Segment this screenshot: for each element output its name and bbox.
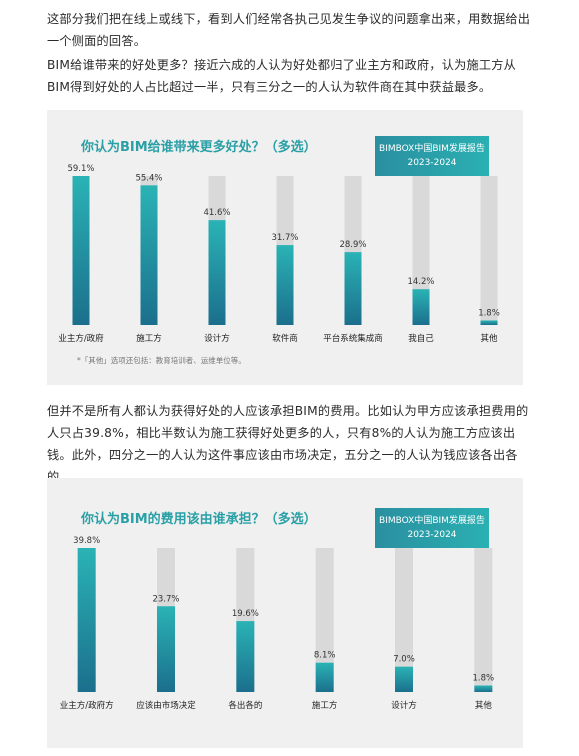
report-badge-years: 2023-2024 [407, 158, 457, 168]
chart-title: 你认为BIM的费用该由谁承担？（多选） [81, 512, 317, 527]
bar [474, 685, 493, 692]
cost-paragraph: 但并不是所有人都认为获得好处的人应该承担BIM的费用。比如认为甲方应该承担费用的… [47, 404, 529, 484]
bar-value-label: 55.4% [135, 173, 162, 183]
report-badge-name: BIMBOX中国BIM发展报告 [379, 144, 485, 154]
bar-value-label: 59.1% [67, 164, 94, 174]
bar-value-label: 41.6% [203, 208, 230, 218]
category-label: 我自己 [408, 333, 434, 344]
bar [157, 606, 175, 692]
bar-track [395, 548, 413, 692]
category-label: 其他 [480, 333, 498, 344]
bar [395, 666, 413, 692]
chart-title: 你认为BIM给谁带来更多好处？（多选） [81, 140, 317, 155]
category-label: 设计方 [204, 333, 230, 344]
cost-bar-chart: 39.8% 业主方/政府方 23.7% 应该由市场决定 19.6% 各出各的 8.1% 施工方… [60, 536, 495, 711]
report-badge: BIMBOX中国BIM发展报告 2023-2024 [375, 136, 489, 176]
bar-track [412, 176, 430, 325]
bar-track [480, 176, 498, 325]
bar-value-label: 14.2% [407, 277, 434, 287]
bar-value-label: 1.8% [478, 308, 500, 318]
bar-track [315, 548, 334, 692]
chart-footnote: *「其他」选项还包括：教育培训者、运维单位等。 [77, 356, 246, 365]
bar [276, 245, 294, 325]
bar-value-label: 8.1% [314, 651, 336, 661]
category-label: 应该由市场决定 [136, 700, 196, 711]
bar-value-label: 28.9% [339, 240, 366, 250]
category-label: 施工方 [312, 700, 338, 711]
bar [72, 176, 90, 325]
bar-value-label: 7.0% [393, 655, 415, 665]
chart-card-cost: 你认为BIM的费用该由谁承担？（多选） BIMBOX中国BIM发展报告 2023… [47, 478, 523, 748]
category-label: 软件商 [272, 333, 298, 344]
bar [208, 220, 226, 325]
category-label: 其他 [475, 700, 493, 711]
category-label: 施工方 [136, 333, 162, 344]
bar [77, 548, 96, 692]
report-badge-name: BIMBOX中国BIM发展报告 [379, 516, 485, 526]
category-label: 平台系统集成商 [323, 333, 383, 344]
bar-value-label: 1.8% [473, 673, 495, 683]
report-badge-years: 2023-2024 [407, 530, 457, 540]
bar [140, 185, 158, 325]
category-label: 设计方 [391, 700, 417, 711]
bar-value-label: 23.7% [152, 594, 179, 604]
category-label: 各出各的 [228, 700, 262, 711]
benefit-bar-chart: 59.1% 业主方/政府 55.4% 施工方 41.6% 设计方 31.7% 软件商 28.9%… [58, 164, 500, 344]
bar [315, 662, 334, 692]
intro-paragraph: 这部分我们把在线上或线下，看到人们经常各执己见发生争议的问题拿出来，用数据给出一… [47, 12, 531, 48]
report-badge: BIMBOX中国BIM发展报告 2023-2024 [375, 508, 489, 548]
bar [344, 252, 362, 325]
benefit-paragraph: BIM给谁带来的好处更多？接近六成的人认为好处都归了业主方和政府，认为施工方从B… [47, 58, 517, 94]
bar-value-label: 19.6% [232, 609, 259, 619]
bar-value-label: 39.8% [73, 536, 100, 546]
bar-value-label: 31.7% [271, 233, 298, 243]
category-label: 业主方/政府 [58, 333, 104, 344]
bar [480, 320, 498, 325]
chart-card-benefit: 你认为BIM给谁带来更多好处？（多选） BIMBOX中国BIM发展报告 2023… [47, 110, 523, 385]
category-label: 业主方/政府方 [60, 700, 114, 711]
bar-track [474, 548, 493, 692]
bar [236, 621, 255, 692]
bar [412, 289, 430, 325]
